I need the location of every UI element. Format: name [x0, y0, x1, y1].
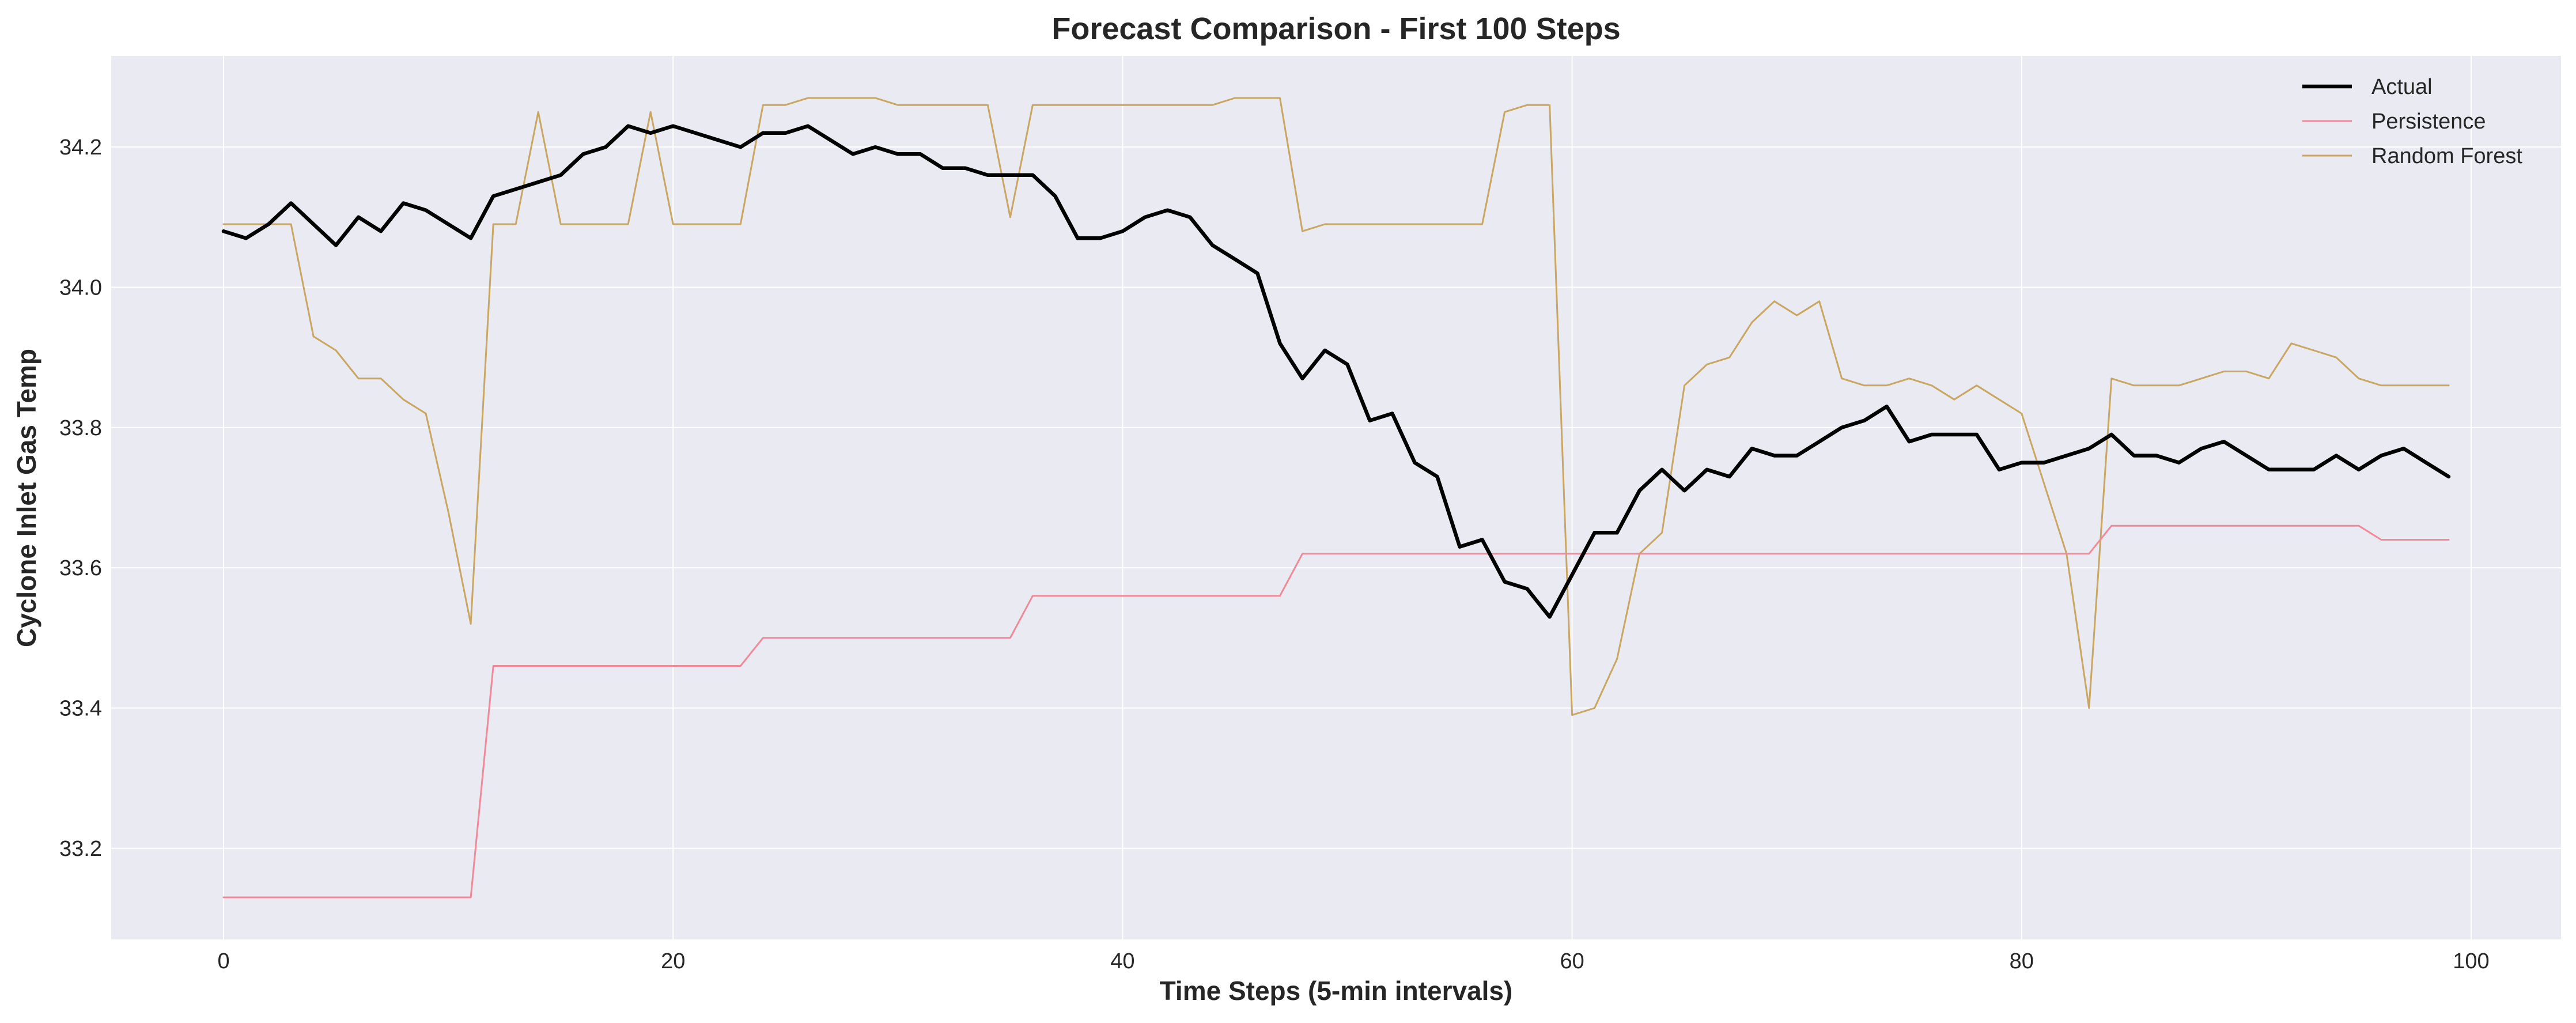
y-tick-label: 34.0	[59, 276, 102, 300]
series-line-random-forest	[222, 97, 2450, 716]
y-tick-label: 33.8	[59, 416, 102, 440]
series-line-actual	[221, 124, 2451, 619]
series-lines	[221, 97, 2451, 899]
legend-label-random-forest: Random Forest	[2371, 144, 2522, 168]
y-tick-label: 34.2	[59, 135, 102, 160]
chart-title: Forecast Comparison - First 100 Steps	[1051, 12, 1620, 46]
y-tick-label: 33.4	[59, 697, 102, 721]
legend: Actual Persistence Random Forest	[2302, 75, 2522, 168]
y-tick-labels: 33.2 33.4 33.6 33.8 34.0 34.2	[59, 135, 102, 861]
x-tick-label: 60	[1560, 949, 1584, 973]
series-line-persistence	[222, 524, 2450, 899]
x-tick-label: 40	[1110, 949, 1134, 973]
legend-label-actual: Actual	[2371, 75, 2433, 99]
y-tick-label: 33.2	[59, 837, 102, 861]
x-tick-label: 80	[2010, 949, 2034, 973]
legend-label-persistence: Persistence	[2371, 110, 2486, 134]
x-tick-label: 20	[661, 949, 685, 973]
x-axis-label: Time Steps (5-min intervals)	[1160, 976, 1513, 1006]
x-tick-label: 0	[217, 949, 229, 973]
y-tick-label: 33.6	[59, 556, 102, 580]
gridlines	[111, 56, 2561, 939]
x-tick-labels: 0 20 40 60 80 100	[217, 949, 2489, 973]
x-tick-label: 100	[2453, 949, 2489, 973]
y-axis-label: Cyclone Inlet Gas Temp	[12, 349, 41, 647]
